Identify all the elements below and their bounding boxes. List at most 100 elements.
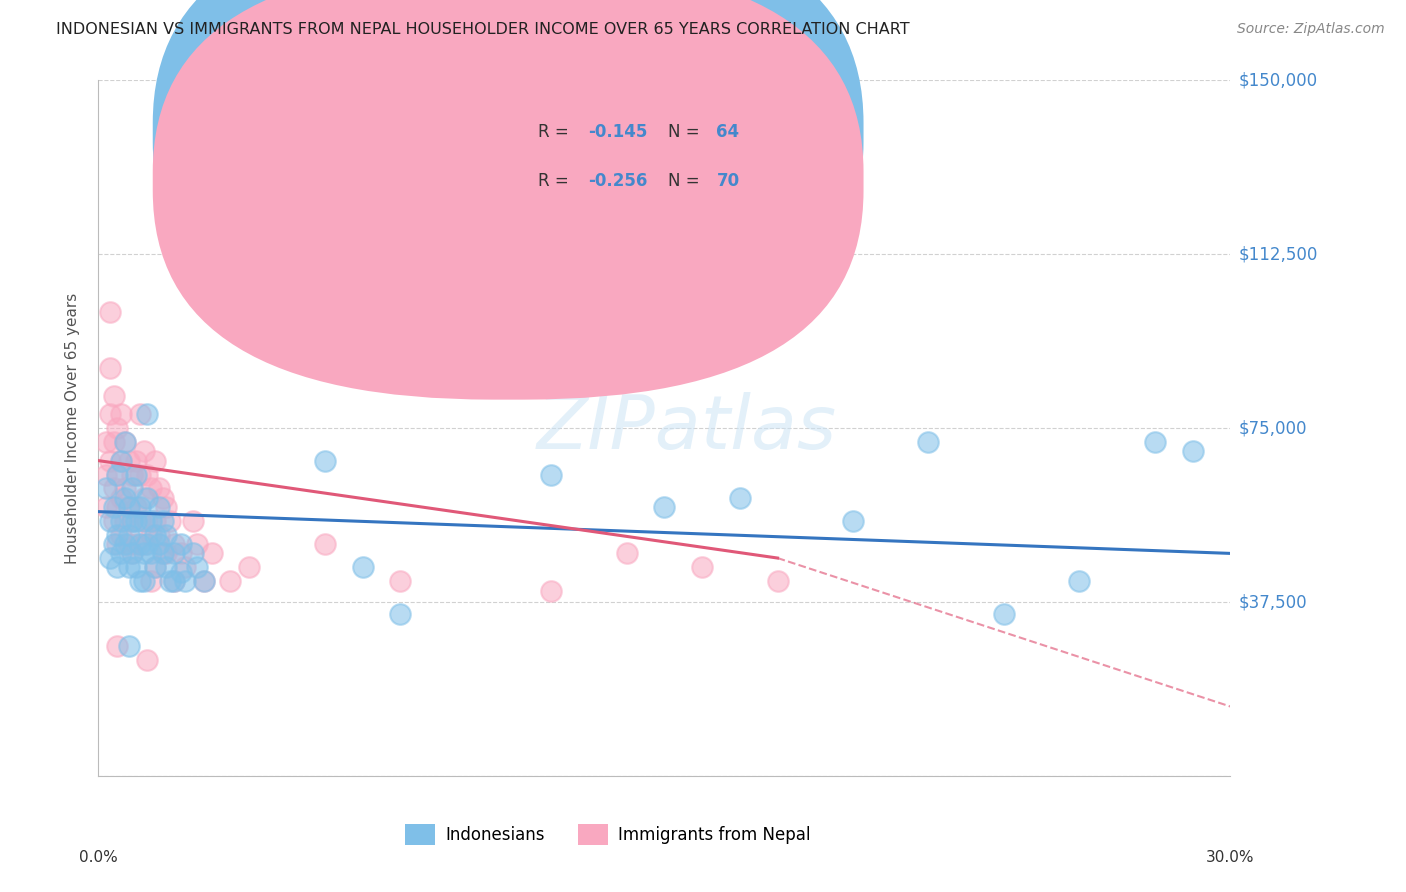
Point xyxy=(114,482,136,496)
Point xyxy=(98,360,121,375)
Point xyxy=(121,514,143,528)
Point xyxy=(103,389,125,403)
Point xyxy=(110,514,132,528)
Text: ZIPatlas: ZIPatlas xyxy=(537,392,837,464)
Point xyxy=(117,639,139,653)
Point xyxy=(110,546,132,560)
Point xyxy=(181,546,204,560)
Point xyxy=(121,546,143,560)
Point xyxy=(152,546,174,560)
FancyBboxPatch shape xyxy=(153,0,863,351)
Point xyxy=(193,574,215,589)
Point xyxy=(125,514,148,528)
Text: -0.145: -0.145 xyxy=(589,123,648,142)
Text: $37,500: $37,500 xyxy=(1239,593,1308,611)
Point xyxy=(110,453,132,467)
Point xyxy=(125,467,148,482)
Point xyxy=(136,467,159,482)
Text: INDONESIAN VS IMMIGRANTS FROM NEPAL HOUSEHOLDER INCOME OVER 65 YEARS CORRELATION: INDONESIAN VS IMMIGRANTS FROM NEPAL HOUS… xyxy=(56,22,910,37)
Point xyxy=(143,560,166,574)
Point xyxy=(159,514,181,528)
Point xyxy=(98,453,121,467)
Point xyxy=(98,514,121,528)
Point xyxy=(103,500,125,514)
Point xyxy=(117,500,139,514)
Point xyxy=(132,491,155,505)
Point xyxy=(136,653,159,667)
Point xyxy=(314,453,336,467)
Point xyxy=(103,514,125,528)
Point xyxy=(103,537,125,551)
Point xyxy=(193,574,215,589)
Point xyxy=(117,453,139,467)
Point xyxy=(690,560,713,574)
Point xyxy=(103,435,125,450)
Text: 30.0%: 30.0% xyxy=(1206,850,1254,865)
Point xyxy=(105,467,128,482)
Point xyxy=(125,500,148,514)
Point xyxy=(105,560,128,574)
Text: N =: N = xyxy=(668,172,704,190)
Point xyxy=(98,551,121,566)
Point xyxy=(141,546,163,560)
Point xyxy=(114,435,136,450)
Point xyxy=(155,528,177,542)
Point xyxy=(616,546,638,560)
Point xyxy=(186,537,208,551)
Text: Source: ZipAtlas.com: Source: ZipAtlas.com xyxy=(1237,22,1385,37)
Point xyxy=(540,467,562,482)
Point xyxy=(98,305,121,319)
Point xyxy=(652,500,676,514)
Point xyxy=(141,574,163,589)
Point xyxy=(766,574,789,589)
Point xyxy=(129,514,152,528)
FancyBboxPatch shape xyxy=(461,95,789,230)
Point xyxy=(238,560,260,574)
Text: R =: R = xyxy=(537,123,574,142)
Point xyxy=(121,546,143,560)
Point xyxy=(110,407,132,421)
Point xyxy=(155,546,177,560)
Text: $75,000: $75,000 xyxy=(1239,419,1308,437)
FancyBboxPatch shape xyxy=(153,0,863,400)
Point xyxy=(129,500,152,514)
Point xyxy=(159,574,181,589)
Point xyxy=(105,467,128,482)
Point xyxy=(163,574,186,589)
Text: -0.256: -0.256 xyxy=(589,172,648,190)
Point xyxy=(141,528,163,542)
Point xyxy=(132,574,155,589)
Point xyxy=(110,453,132,467)
Point xyxy=(129,467,152,482)
Text: $150,000: $150,000 xyxy=(1239,71,1317,89)
Point xyxy=(117,560,139,574)
Text: 64: 64 xyxy=(717,123,740,142)
Point xyxy=(314,537,336,551)
Point xyxy=(148,537,170,551)
Point xyxy=(105,500,128,514)
Point xyxy=(170,537,193,551)
Legend: Indonesians, Immigrants from Nepal: Indonesians, Immigrants from Nepal xyxy=(398,818,817,851)
Point xyxy=(141,514,163,528)
Point xyxy=(136,514,159,528)
Point xyxy=(152,491,174,505)
Point xyxy=(993,607,1015,621)
Point xyxy=(125,453,148,467)
Point xyxy=(121,482,143,496)
Point xyxy=(136,407,159,421)
Point xyxy=(129,574,152,589)
Point xyxy=(121,514,143,528)
Point xyxy=(143,528,166,542)
Text: 70: 70 xyxy=(717,172,740,190)
Point xyxy=(219,574,242,589)
Point xyxy=(132,514,155,528)
Point xyxy=(117,500,139,514)
Text: 0.0%: 0.0% xyxy=(79,850,118,865)
Point xyxy=(129,407,152,421)
Point xyxy=(105,528,128,542)
Point xyxy=(143,514,166,528)
Point xyxy=(917,435,939,450)
Point xyxy=(143,560,166,574)
Point xyxy=(143,453,166,467)
Point xyxy=(174,574,197,589)
